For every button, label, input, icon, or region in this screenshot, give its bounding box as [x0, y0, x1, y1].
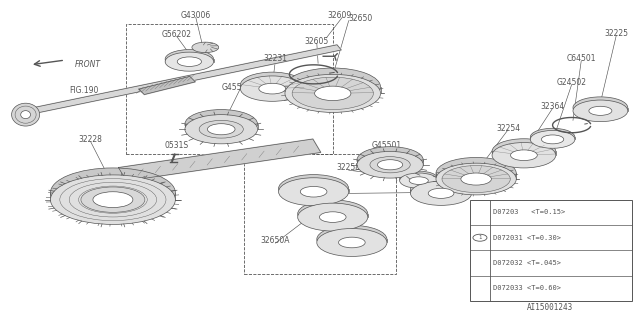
- Text: D072033 <T=0.60>: D072033 <T=0.60>: [493, 285, 561, 292]
- Ellipse shape: [165, 50, 214, 68]
- Ellipse shape: [81, 187, 145, 212]
- Bar: [125, 24, 333, 154]
- Ellipse shape: [339, 237, 365, 248]
- Ellipse shape: [492, 142, 556, 168]
- Ellipse shape: [339, 234, 365, 244]
- Ellipse shape: [241, 76, 304, 101]
- Ellipse shape: [317, 228, 387, 256]
- Ellipse shape: [315, 86, 351, 100]
- Ellipse shape: [207, 124, 235, 135]
- Ellipse shape: [192, 42, 219, 52]
- Text: G45501: G45501: [372, 141, 402, 150]
- Text: 0531S: 0531S: [164, 141, 189, 150]
- Ellipse shape: [51, 168, 175, 217]
- Ellipse shape: [298, 203, 368, 231]
- Text: G45501: G45501: [222, 83, 252, 92]
- Ellipse shape: [589, 106, 612, 116]
- Ellipse shape: [259, 83, 285, 94]
- Text: 32364: 32364: [540, 101, 564, 111]
- Ellipse shape: [177, 54, 202, 64]
- Text: 32650A: 32650A: [260, 236, 290, 245]
- Ellipse shape: [461, 173, 492, 185]
- Ellipse shape: [511, 146, 538, 157]
- Ellipse shape: [541, 133, 564, 142]
- Text: C64501: C64501: [566, 54, 596, 63]
- Text: AI15001243: AI15001243: [527, 303, 573, 312]
- Ellipse shape: [410, 181, 472, 205]
- Ellipse shape: [319, 212, 346, 222]
- Text: D072032 <T=.045>: D072032 <T=.045>: [493, 260, 561, 266]
- Ellipse shape: [428, 188, 454, 198]
- Ellipse shape: [436, 163, 516, 195]
- Ellipse shape: [51, 175, 175, 224]
- Ellipse shape: [12, 103, 40, 126]
- Ellipse shape: [399, 173, 438, 188]
- Text: G43006: G43006: [180, 11, 211, 20]
- Text: D07203   <T=0.15>: D07203 <T=0.15>: [493, 209, 566, 215]
- Ellipse shape: [20, 111, 31, 119]
- Ellipse shape: [370, 157, 410, 173]
- Ellipse shape: [298, 200, 368, 228]
- Text: 32231: 32231: [264, 54, 287, 63]
- Bar: [470, 200, 632, 301]
- Text: 32251: 32251: [289, 187, 313, 196]
- Text: 32650: 32650: [349, 14, 373, 23]
- Ellipse shape: [357, 147, 423, 173]
- Ellipse shape: [165, 52, 214, 71]
- Ellipse shape: [300, 183, 327, 194]
- Ellipse shape: [93, 192, 133, 208]
- Ellipse shape: [531, 128, 575, 146]
- Ellipse shape: [292, 77, 373, 109]
- Text: 32225: 32225: [604, 28, 628, 38]
- Ellipse shape: [589, 103, 612, 112]
- Ellipse shape: [278, 178, 349, 206]
- Text: FRONT: FRONT: [75, 60, 100, 69]
- Ellipse shape: [442, 165, 510, 193]
- Polygon shape: [139, 76, 195, 94]
- Ellipse shape: [378, 160, 403, 170]
- Ellipse shape: [278, 175, 349, 203]
- Ellipse shape: [410, 178, 472, 202]
- Ellipse shape: [399, 171, 438, 186]
- Ellipse shape: [185, 115, 257, 144]
- Polygon shape: [118, 139, 321, 181]
- Ellipse shape: [285, 74, 381, 112]
- Ellipse shape: [428, 184, 454, 195]
- Ellipse shape: [319, 209, 346, 219]
- Ellipse shape: [531, 131, 575, 148]
- Ellipse shape: [573, 97, 628, 118]
- Ellipse shape: [300, 187, 327, 197]
- Text: 32609: 32609: [327, 11, 351, 20]
- Ellipse shape: [492, 139, 556, 164]
- Text: FIG.190: FIG.190: [70, 86, 99, 95]
- Ellipse shape: [409, 177, 428, 184]
- Ellipse shape: [185, 109, 257, 139]
- Text: G24502: G24502: [557, 78, 587, 87]
- Ellipse shape: [436, 157, 516, 189]
- Text: 1: 1: [478, 235, 482, 240]
- Bar: [244, 154, 396, 274]
- Text: 32254: 32254: [496, 124, 520, 133]
- Text: 32228: 32228: [79, 135, 102, 144]
- Ellipse shape: [357, 151, 423, 178]
- Ellipse shape: [511, 150, 538, 161]
- Ellipse shape: [573, 100, 628, 122]
- Ellipse shape: [177, 57, 202, 67]
- Ellipse shape: [241, 72, 304, 98]
- Ellipse shape: [409, 175, 428, 182]
- Ellipse shape: [541, 135, 564, 144]
- Text: D072031 <T=0.30>: D072031 <T=0.30>: [493, 235, 561, 241]
- Text: G56202: G56202: [162, 30, 191, 39]
- Ellipse shape: [285, 68, 381, 106]
- Ellipse shape: [317, 225, 387, 253]
- Text: 32605: 32605: [305, 36, 329, 45]
- Ellipse shape: [259, 79, 285, 90]
- Ellipse shape: [199, 120, 243, 138]
- Text: 32258: 32258: [337, 164, 361, 172]
- Polygon shape: [15, 45, 341, 116]
